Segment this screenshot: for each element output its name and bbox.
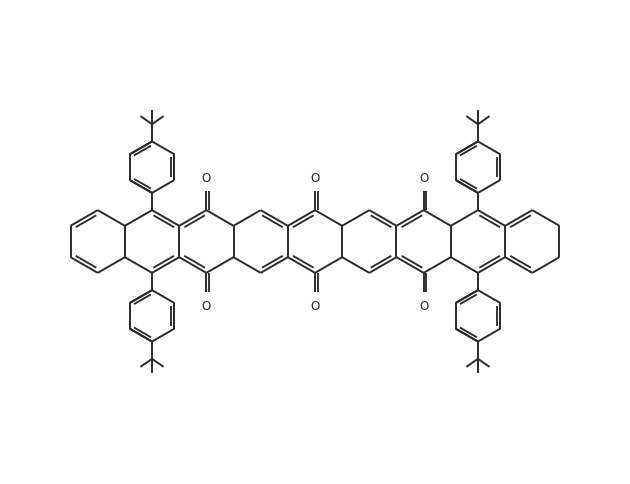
Text: O: O xyxy=(311,299,319,312)
Text: O: O xyxy=(202,299,211,312)
Text: O: O xyxy=(419,172,428,185)
Text: O: O xyxy=(202,172,211,185)
Text: O: O xyxy=(419,299,428,312)
Text: O: O xyxy=(311,172,319,185)
